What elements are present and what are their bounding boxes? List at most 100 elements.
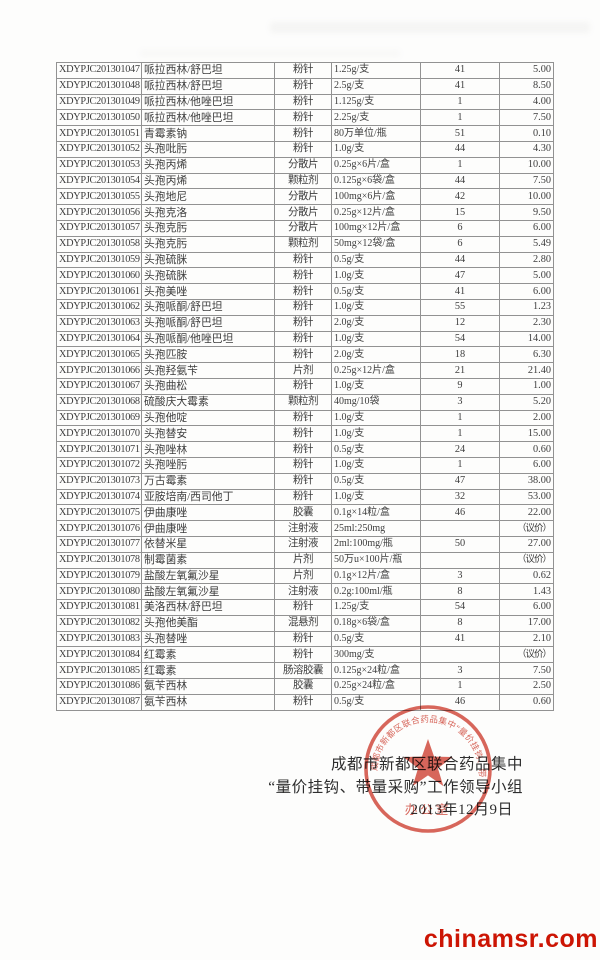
cell-price: 7.50	[499, 109, 554, 127]
cell-spec: 1.0g/支	[331, 425, 421, 443]
cell-item-id: XDYPJC201301056	[56, 204, 142, 221]
cell-drug-name: 盐酸左氧氟沙星	[141, 583, 275, 601]
cell-dosage-form: 颗粒剂	[274, 393, 332, 411]
scan-artifact	[270, 22, 590, 33]
cell-spec: 300mg/支	[331, 646, 421, 664]
cell-price: 8.50	[499, 77, 554, 95]
cell-item-id: XDYPJC201301081	[56, 599, 142, 616]
cell-dosage-form: 粉针	[274, 140, 332, 158]
cell-drug-name: 哌拉西林/他唑巴坦	[141, 109, 275, 127]
cell-quantity: 24	[420, 441, 500, 458]
cell-quantity: 44	[420, 251, 500, 269]
cell-price: 4.00	[499, 93, 554, 111]
cell-drug-name: 头孢硫脒	[141, 267, 275, 285]
cell-item-id: XDYPJC201301048	[56, 77, 142, 95]
cell-item-id: XDYPJC201301066	[56, 362, 142, 379]
cell-price: 6.30	[499, 346, 554, 364]
cell-dosage-form: 注射液	[274, 583, 332, 601]
cell-item-id: XDYPJC201301061	[56, 283, 142, 300]
cell-quantity	[420, 646, 500, 664]
cell-price: 4.30	[499, 140, 554, 158]
cell-dosage-form: 粉针	[274, 456, 332, 474]
table-row: XDYPJC201301053 头孢丙烯 分散片 0.25g×6片/盒 1 10.00	[56, 156, 554, 174]
cell-spec: 0.5g/支	[331, 472, 421, 490]
cell-spec: 2.0g/支	[331, 314, 421, 332]
cell-spec: 0.5g/支	[331, 251, 421, 269]
cell-drug-name: 头孢吡肟	[141, 140, 275, 158]
cell-spec: 1.0g/支	[331, 140, 421, 158]
cell-quantity: 9	[420, 377, 500, 395]
cell-price: 22.00	[499, 504, 554, 522]
cell-item-id: XDYPJC201301052	[56, 140, 142, 158]
cell-price: 27.00	[499, 535, 554, 553]
cell-dosage-form: 粉针	[274, 599, 332, 616]
cell-quantity: 3	[420, 662, 500, 680]
cell-drug-name: 头孢丙烯	[141, 172, 275, 190]
cell-drug-name: 头孢替唑	[141, 630, 275, 648]
table-row: XDYPJC201301048 哌拉西林/舒巴坦 粉针 2.5g/支 41 8.50	[56, 77, 554, 95]
signature-org-line2: “量价挂钩、带量采购”工作领导小组	[268, 779, 523, 796]
cell-dosage-form: 颗粒剂	[274, 172, 332, 190]
cell-price: （议价）	[499, 551, 554, 569]
cell-spec: 0.5g/支	[331, 441, 421, 458]
cell-drug-name: 头孢地尼	[141, 188, 275, 206]
cell-item-id: XDYPJC201301050	[56, 109, 142, 127]
cell-dosage-form: 粉针	[274, 62, 332, 79]
cell-item-id: XDYPJC201301076	[56, 520, 142, 537]
cell-item-id: XDYPJC201301068	[56, 393, 142, 411]
cell-spec: 2.0g/支	[331, 346, 421, 364]
cell-quantity: 54	[420, 599, 500, 616]
cell-spec: 1.25g/支	[331, 599, 421, 616]
cell-item-id: XDYPJC201301053	[56, 156, 142, 174]
table-row: XDYPJC201301086 氨苄西林 胶囊 0.25g×24粒/盒 1 2.50	[56, 678, 554, 695]
cell-dosage-form: 片剂	[274, 362, 332, 379]
cell-drug-name: 制霉菌素	[141, 551, 275, 569]
cell-item-id: XDYPJC201301070	[56, 425, 142, 443]
table-row: XDYPJC201301087 氨苄西林 粉针 0.5g/支 46 0.60	[56, 693, 554, 711]
cell-spec: 1.25g/支	[331, 62, 421, 79]
cell-item-id: XDYPJC201301084	[56, 646, 142, 664]
cell-quantity: 8	[420, 583, 500, 601]
cell-quantity: 1	[420, 425, 500, 443]
cell-item-id: XDYPJC201301065	[56, 346, 142, 364]
table-row: XDYPJC201301079 盐酸左氧氟沙星 片剂 0.1g×12片/盒 3 0.62	[56, 567, 554, 585]
cell-quantity: 44	[420, 140, 500, 158]
cell-price: （议价）	[499, 520, 554, 537]
cell-quantity: 18	[420, 346, 500, 364]
cell-item-id: XDYPJC201301073	[56, 472, 142, 490]
cell-item-id: XDYPJC201301069	[56, 409, 142, 427]
cell-price: 0.10	[499, 125, 554, 142]
cell-quantity: 54	[420, 330, 500, 348]
cell-price: 6.00	[499, 456, 554, 474]
table-row: XDYPJC201301051 青霉素钠 粉针 80万单位/瓶 51 0.10	[56, 125, 554, 142]
cell-drug-name: 头孢曲松	[141, 377, 275, 395]
cell-spec: 0.125g×24粒/盒	[331, 662, 421, 680]
cell-dosage-form: 粉针	[274, 409, 332, 427]
cell-item-id: XDYPJC201301060	[56, 267, 142, 285]
cell-drug-name: 伊曲康唑	[141, 520, 275, 537]
cell-item-id: XDYPJC201301079	[56, 567, 142, 585]
table-row: XDYPJC201301065 头孢匹胺 粉针 2.0g/支 18 6.30	[56, 346, 554, 364]
cell-dosage-form: 粉针	[274, 93, 332, 111]
cell-price: 21.40	[499, 362, 554, 379]
table-row: XDYPJC201301068 硫酸庆大霉素 颗粒剂 40mg/10袋 3 5.20	[56, 393, 554, 411]
cell-item-id: XDYPJC201301072	[56, 456, 142, 474]
cell-price: 10.00	[499, 156, 554, 174]
cell-quantity: 47	[420, 472, 500, 490]
cell-price: 2.30	[499, 314, 554, 332]
cell-spec: 1.0g/支	[331, 267, 421, 285]
table-row: XDYPJC201301072 头孢唑肟 粉针 1.0g/支 1 6.00	[56, 456, 554, 474]
cell-dosage-form: 粉针	[274, 125, 332, 142]
cell-quantity: 1	[420, 456, 500, 474]
cell-drug-name: 头孢羟氨苄	[141, 362, 275, 379]
table-row: XDYPJC201301055 头孢地尼 分散片 100mg×6片/盒 42 10.00	[56, 188, 554, 206]
cell-dosage-form: 粉针	[274, 346, 332, 364]
cell-drug-name: 氨苄西林	[141, 693, 275, 711]
table-row: XDYPJC201301070 头孢替安 粉针 1.0g/支 1 15.00	[56, 425, 554, 443]
table-row: XDYPJC201301060 头孢硫脒 粉针 1.0g/支 47 5.00	[56, 267, 554, 285]
cell-quantity: 41	[420, 283, 500, 300]
cell-price: 6.00	[499, 599, 554, 616]
cell-spec: 0.25g×12片/盒	[331, 362, 421, 379]
cell-spec: 40mg/10袋	[331, 393, 421, 411]
cell-dosage-form: 注射液	[274, 520, 332, 537]
